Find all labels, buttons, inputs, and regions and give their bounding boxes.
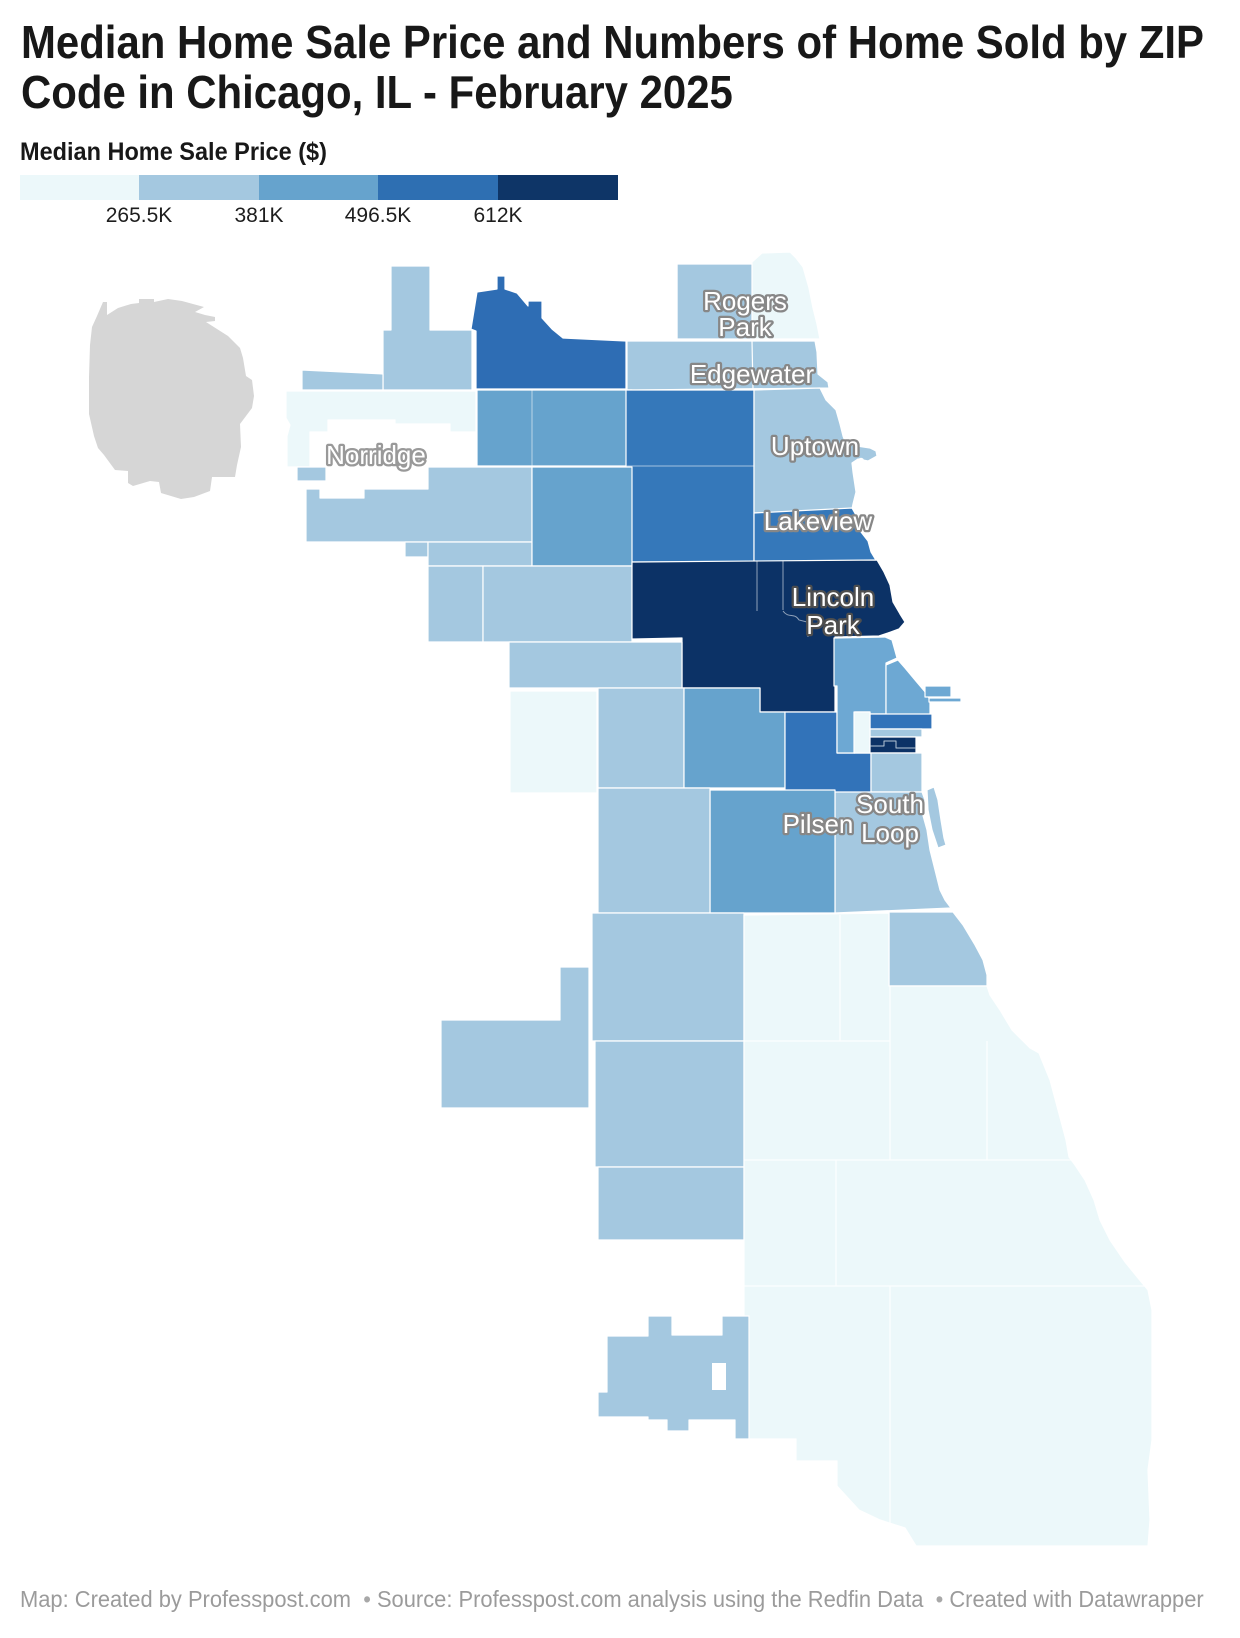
svg-text:Pilsen: Pilsen (783, 809, 854, 839)
svg-text:Rogers: Rogers (703, 286, 787, 316)
svg-text:Park: Park (806, 610, 860, 640)
svg-text:Park: Park (718, 312, 772, 342)
svg-text:Edgewater: Edgewater (690, 359, 815, 389)
svg-text:South: South (856, 789, 924, 819)
svg-text:Uptown: Uptown (771, 431, 859, 461)
svg-text:Norridge: Norridge (326, 440, 426, 470)
svg-text:Lakeview: Lakeview (764, 506, 873, 536)
svg-text:Lincoln: Lincoln (792, 582, 874, 612)
svg-text:Loop: Loop (861, 818, 919, 848)
